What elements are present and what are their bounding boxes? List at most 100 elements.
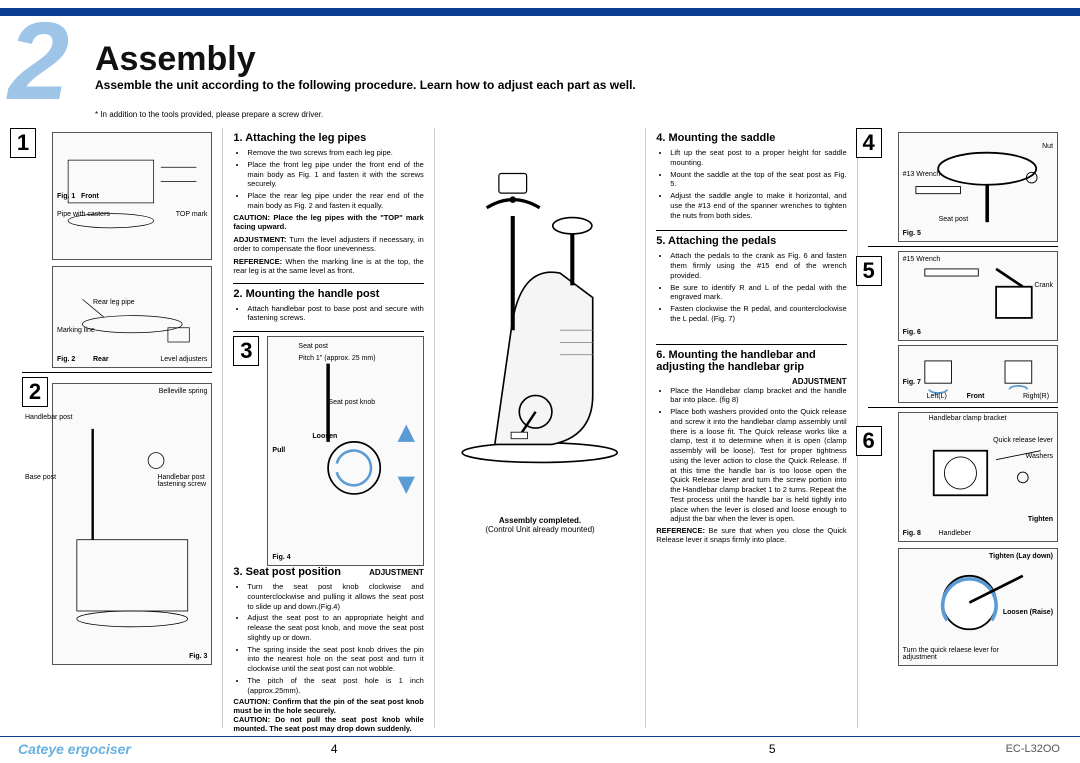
fig4-spknob: Seat post knob — [328, 399, 375, 406]
model-code: EC-L32OO — [1006, 743, 1060, 755]
s4-title: 4. Mounting the saddle — [656, 132, 846, 144]
divider-4b — [656, 344, 846, 345]
figure-9: Tighten (Lay down) Loosen (Raise) Turn t… — [898, 548, 1058, 666]
s3-b2: Adjust the seat post to an appropriate h… — [247, 613, 423, 642]
fig2-rear: Rear — [93, 356, 109, 363]
s5-b3: Fasten clockwise the R pedal, and counte… — [670, 304, 846, 324]
step-badge-6: 6 — [856, 426, 882, 456]
fig8-hcb: Handlebar clamp bracket — [929, 415, 1007, 422]
fig1-label: Fig. 1 — [57, 193, 75, 200]
fig8-washers: Washers — [1026, 453, 1053, 460]
col-4: 4. Mounting the saddle Lift up the seat … — [645, 128, 856, 728]
fig8-hb: Handleber — [939, 530, 971, 537]
col-2: 1. Attaching the leg pipes Remove the tw… — [222, 128, 433, 728]
fig3-hbpost: Handlebar post — [25, 414, 72, 421]
col-1: 1 Fig. 1 Front Pipe with casters TOP mar… — [12, 128, 222, 728]
top-rule — [0, 8, 1080, 16]
s3-b1: Turn the seat post knob clockwise and co… — [247, 582, 423, 611]
divider-1 — [22, 372, 212, 373]
s1-b1: Remove the two screws from each leg pipe… — [247, 148, 423, 158]
fig5-label: Fig. 5 — [903, 230, 921, 237]
page-subtitle: Assemble the unit according to the follo… — [95, 78, 655, 94]
divider-2b — [233, 331, 423, 332]
s1-caution-kw: CAUTION: — [233, 213, 270, 222]
fig8-label: Fig. 8 — [903, 530, 921, 537]
step-badge-1: 1 — [10, 128, 36, 158]
figure-4: Seat post Pitch 1" (approx. 25 mm) Seat … — [267, 336, 423, 566]
fig6-w15: #15 Wrench — [903, 256, 941, 263]
fig3-label: Fig. 3 — [189, 653, 207, 660]
figure-2: Rear leg pipe Marking line Fig. 2 Rear L… — [52, 266, 212, 368]
step-badge-2: 2 — [22, 377, 48, 407]
divider-5a — [868, 246, 1058, 247]
figure-6: #15 Wrench Crank Fig. 6 — [898, 251, 1058, 341]
divider-4a — [656, 230, 846, 231]
col-3: Assembly completed. (Control Unit alread… — [434, 128, 645, 728]
figure-center-bike — [445, 132, 635, 512]
divider-2a — [233, 283, 423, 284]
fig3-belleville: Belleville spring — [159, 388, 208, 395]
fig4-pitch: Pitch 1" (approx. 25 mm) — [298, 355, 375, 362]
fig7-label: Fig. 7 — [903, 379, 921, 386]
s5-b2: Be sure to identify R and L of the pedal… — [670, 283, 846, 303]
page-num-left: 4 — [331, 742, 338, 756]
page-footnote: * In addition to the tools provided, ple… — [95, 110, 323, 119]
page-title: Assembly — [95, 40, 256, 79]
figure-3: Belleville spring Handlebar post Base po… — [52, 383, 212, 665]
step-badge-5: 5 — [856, 256, 882, 286]
figure-1-2: Fig. 1 Front Pipe with casters TOP mark — [52, 132, 212, 260]
fig5-sp: Seat post — [939, 216, 969, 223]
fig4-seatpost: Seat post — [298, 343, 328, 350]
s4-b3: Adjust the saddle angle to make it horiz… — [670, 191, 846, 220]
s2-b1: Attach handlebar post to base post and s… — [247, 304, 423, 324]
page-num-right: 5 — [769, 742, 776, 756]
figure-8: Handlebar clamp bracket Quick release le… — [898, 412, 1058, 542]
s6-title: 6. Mounting the handlebar and adjusting … — [656, 349, 846, 373]
s1-list: Remove the two screws from each leg pipe… — [233, 148, 423, 211]
s2-title: 2. Mounting the handle post — [233, 288, 423, 300]
fig8-tighten: Tighten — [1028, 516, 1053, 523]
fig8-qrl: Quick release lever — [993, 437, 1053, 444]
center-cap2: (Control Unit already mounted) — [445, 525, 635, 534]
fig7-f: Front — [967, 393, 985, 400]
s3-b4: The pitch of the seat post hole is 1 inc… — [247, 676, 423, 696]
step-badge-4: 4 — [856, 128, 882, 158]
center-cap1: Assembly completed. — [445, 516, 635, 525]
divider-5b — [868, 407, 1058, 408]
s4-b2: Mount the saddle at the top of the seat … — [670, 170, 846, 190]
s4-b1: Lift up the seat post to a proper height… — [670, 148, 846, 168]
step-badge-3: 3 — [233, 336, 259, 366]
fig5-w13: #13 Wrench — [903, 171, 941, 178]
s3-caution-kw2: CAUTION: — [233, 715, 270, 724]
s5-title: 5. Attaching the pedals — [656, 235, 846, 247]
fig3-basepost: Base post — [25, 474, 56, 481]
content-columns: 1 Fig. 1 Front Pipe with casters TOP mar… — [12, 128, 1068, 728]
fig9-l2: Loosen (Raise) — [1003, 609, 1053, 616]
fig7-l: Left(L) — [927, 393, 947, 400]
fig1-front: Front — [81, 193, 99, 200]
fig4-loosen: Loosen — [312, 433, 337, 440]
s1-title: 1. Attaching the leg pipes — [233, 132, 423, 144]
s3-caution-kw: CAUTION: — [233, 697, 270, 706]
s3-title: 3. Seat post position — [233, 566, 369, 578]
s1-b2: Place the front leg pipe under the front… — [247, 160, 423, 189]
fig9-turn: Turn the quick relaese lever for adjustm… — [903, 647, 1023, 661]
fig2-level: Level adjusters — [160, 356, 207, 363]
s6-adj-label: ADJUSTMENT — [656, 377, 846, 386]
s1-ref-kw: REFERENCE: — [233, 257, 282, 266]
s6-b2: Place both washers provided onto the Qui… — [670, 407, 846, 524]
figure-5: #13 Wrench Nut Seat post Fig. 5 — [898, 132, 1058, 242]
chapter-number-bg: 2 — [8, 18, 69, 106]
fig5-nut: Nut — [1042, 143, 1053, 150]
s6-ref-kw: REFERENCE: — [656, 526, 705, 535]
fig1-top: TOP mark — [176, 211, 208, 218]
col-5: 4 #13 Wrench Nut Seat post Fig. 5 5 #15 … — [857, 128, 1068, 728]
fig7-r: Right(R) — [1023, 393, 1049, 400]
s6-b1: Place the Handlebar clamp bracket and th… — [670, 386, 846, 406]
brand-logo: Cateye ergociser — [18, 741, 131, 757]
fig6-label: Fig. 6 — [903, 329, 921, 336]
s1-b3: Place the rear leg pipe under the rear e… — [247, 191, 423, 211]
fig2-rearleg: Rear leg pipe — [93, 299, 135, 306]
s1-adj-kw: ADJUSTMENT: — [233, 235, 286, 244]
fig9-t2: Tighten (Lay down) — [989, 553, 1053, 560]
